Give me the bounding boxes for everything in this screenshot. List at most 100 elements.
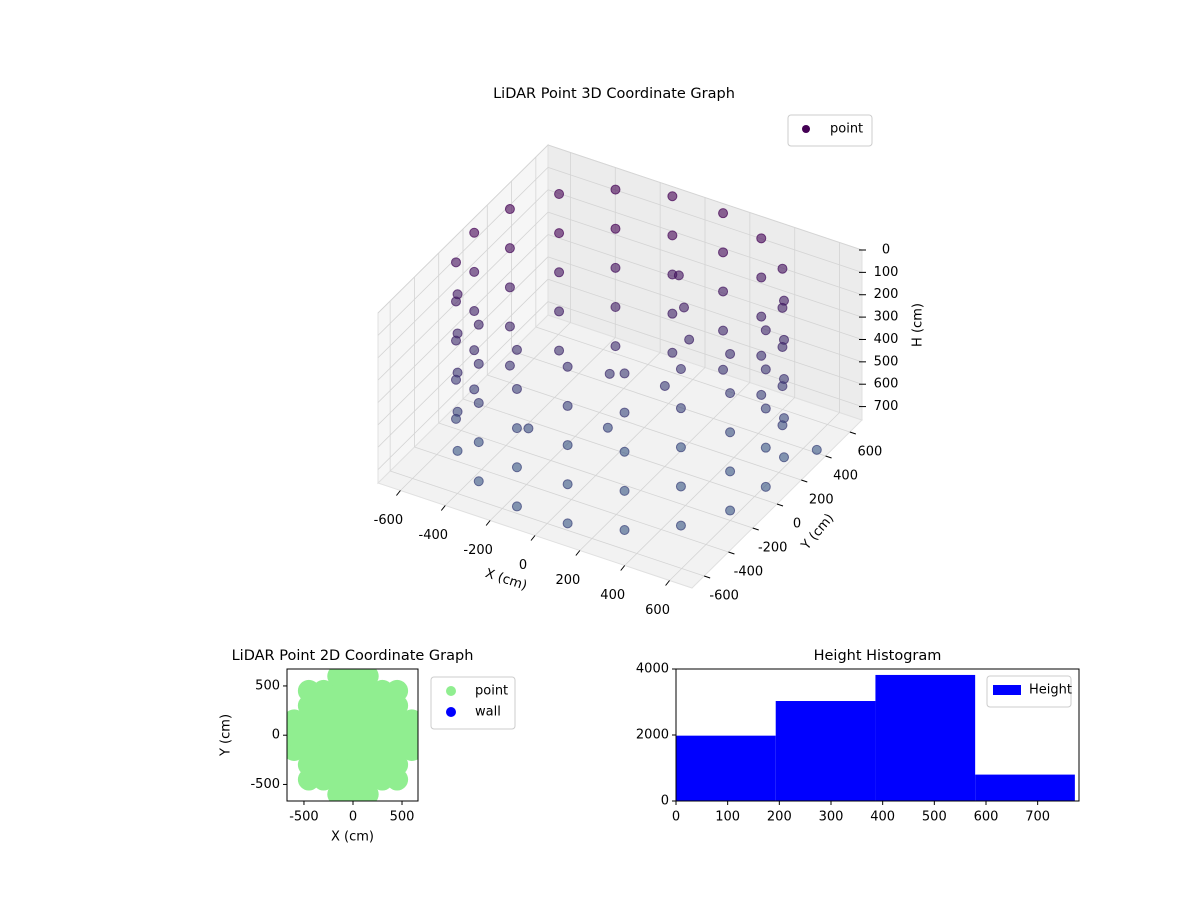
point [610,301,621,312]
plot-area [287,669,418,801]
x-tick-label: 600 [974,810,999,825]
legend-label: Height [1029,683,1072,698]
grid-line [377,189,549,359]
bar [875,674,976,801]
grid-line [377,234,549,403]
point [718,325,729,336]
point [725,348,736,359]
point [777,381,788,392]
point [778,452,789,463]
point [602,422,613,433]
point [356,669,379,688]
point [504,204,515,215]
grid-line [535,326,850,433]
point [562,361,573,372]
y-tick-label: -600 [709,589,739,604]
z-tick-label: 100 [874,265,899,280]
grid-line [377,301,549,470]
point [451,296,462,307]
y-tick [703,575,711,579]
point [675,481,686,492]
grid-line [547,144,863,251]
grid-line [547,278,863,385]
point [760,481,771,492]
point [473,397,484,408]
point [777,302,788,313]
z-tick-label: 0 [882,243,890,258]
point [667,230,678,241]
point [684,334,695,345]
x-tick-label: 0 [519,558,527,573]
point [469,345,480,356]
bar [775,701,876,801]
x-tick [485,520,491,526]
legend-frame [787,114,873,147]
point [504,282,515,293]
x-tick-label: -200 [463,543,493,558]
point [673,270,684,281]
z-tick-label: 600 [874,377,899,392]
point [451,335,462,346]
x-tick-label: 400 [600,588,625,603]
y-tick [849,431,857,435]
z-tick-label: 200 [874,287,899,302]
x-tick-label: 600 [645,603,670,618]
point [511,501,522,512]
point [554,188,565,199]
point [777,341,788,352]
point [452,445,463,456]
point [469,384,480,395]
x-tick [396,490,401,496]
plot-area [676,674,1075,801]
point [619,525,630,536]
point [619,407,630,418]
x-tick-label: 300 [819,810,844,825]
point [469,266,480,277]
y-tick-label: 400 [833,469,858,484]
x-tick-label: 100 [715,810,740,825]
grid-line [390,470,705,577]
point [400,709,418,732]
point [675,520,686,531]
y-tick-label: 0 [661,794,669,809]
point [679,302,689,313]
x-tick-label: 0 [672,810,680,825]
bar [975,774,1075,801]
point [562,440,573,451]
legend-label: wall [475,705,501,720]
point [504,243,515,254]
y-tick [825,455,832,459]
legend-label: point [475,684,508,699]
point [760,403,771,414]
point [619,485,630,496]
point [562,518,573,529]
legend-label: point [830,122,863,137]
grid-line [547,211,863,318]
grid-line [377,256,549,426]
point [725,466,736,477]
point [504,360,515,371]
point [756,389,767,400]
point [718,247,729,258]
y-tick [801,479,808,483]
grid-line [377,278,549,448]
z-axis-label: H (cm) [911,303,926,347]
point [725,505,736,516]
point [777,420,788,431]
legend-frame [986,675,1072,708]
axes-frame [675,668,1080,802]
x-axis-label: X (cm) [331,830,374,845]
point [511,462,522,473]
legend-marker [446,707,456,717]
point [675,364,686,375]
grid-line [547,301,863,407]
x-tick-label: 500 [390,810,415,825]
chart-title: LiDAR Point 2D Coordinate Graph [232,648,474,664]
point [725,427,736,438]
grid-line [547,189,863,296]
point [756,311,767,322]
point [725,388,736,399]
point [659,380,670,391]
